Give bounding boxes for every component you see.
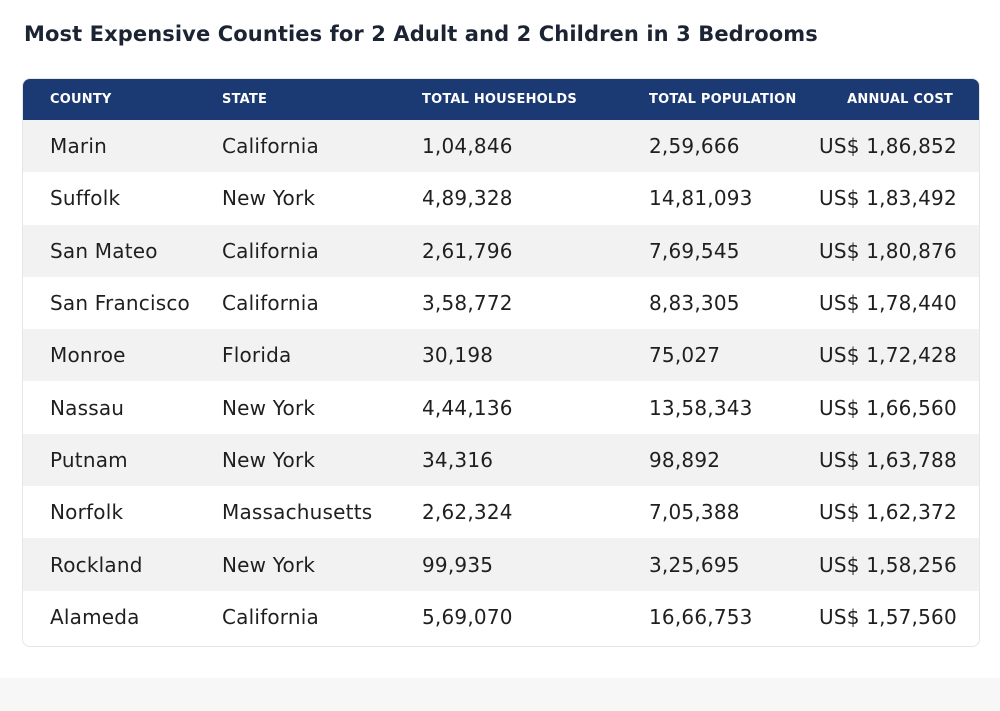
cell-state: New York xyxy=(222,447,316,472)
table-row: Suffolk New York 4,89,328 14,81,093 US$ … xyxy=(23,172,979,225)
cell-annual-cost: US$ 1,80,876 xyxy=(819,238,957,263)
cell-state: New York xyxy=(222,552,316,577)
cell-county: Putnam xyxy=(50,447,128,472)
cell-state: Massachusetts xyxy=(222,500,373,525)
table-header-row: COUNTY STATE TOTAL HOUSEHOLDS TOTAL POPU… xyxy=(23,79,979,120)
cell-total-population: 14,81,093 xyxy=(649,186,753,211)
cell-total-population: 8,83,305 xyxy=(649,291,740,316)
cell-total-households: 2,61,796 xyxy=(422,238,513,263)
cell-county: Marin xyxy=(50,134,107,159)
cell-annual-cost: US$ 1,57,560 xyxy=(819,604,957,629)
cell-total-households: 4,89,328 xyxy=(422,186,513,211)
table-row: San Francisco California 3,58,772 8,83,3… xyxy=(23,276,979,330)
table-row: Putnam New York 34,316 98,892 US$ 1,63,7… xyxy=(23,433,979,487)
cell-county: Alameda xyxy=(50,604,140,629)
cell-total-households: 99,935 xyxy=(422,552,494,577)
cell-total-households: 30,198 xyxy=(422,343,494,368)
cell-county: Nassau xyxy=(50,395,125,420)
cell-total-population: 16,66,753 xyxy=(649,604,753,629)
cell-total-population: 13,58,343 xyxy=(649,395,753,420)
cell-total-households: 5,69,070 xyxy=(422,604,513,629)
cell-annual-cost: US$ 1,66,560 xyxy=(819,395,957,420)
cell-total-population: 2,59,666 xyxy=(649,134,740,159)
cell-county: Suffolk xyxy=(50,186,121,211)
cell-total-households: 4,44,136 xyxy=(422,395,513,420)
cell-county: Norfolk xyxy=(50,500,124,525)
cell-annual-cost: US$ 1,58,256 xyxy=(819,552,957,577)
header-state[interactable]: STATE xyxy=(222,92,268,107)
header-total-households[interactable]: TOTAL HOUSEHOLDS xyxy=(422,92,577,107)
cell-state: California xyxy=(222,604,319,629)
cell-total-population: 98,892 xyxy=(649,447,721,472)
header-county[interactable]: COUNTY xyxy=(50,92,112,107)
table-row: Marin California 1,04,846 2,59,666 US$ 1… xyxy=(23,120,979,173)
cell-county: Rockland xyxy=(50,552,143,577)
cell-county: San Mateo xyxy=(50,238,158,263)
table-row: Alameda California 5,69,070 16,66,753 US… xyxy=(23,590,979,643)
page-title: Most Expensive Counties for 2 Adult and … xyxy=(24,22,818,46)
cell-state: Florida xyxy=(222,343,292,368)
cell-annual-cost: US$ 1,63,788 xyxy=(819,447,957,472)
cost-table: COUNTY STATE TOTAL HOUSEHOLDS TOTAL POPU… xyxy=(22,78,980,647)
cell-annual-cost: US$ 1,62,372 xyxy=(819,500,957,525)
cell-state: California xyxy=(222,291,319,316)
footer-band xyxy=(0,678,1000,711)
cell-total-households: 34,316 xyxy=(422,447,494,472)
cell-county: San Francisco xyxy=(50,291,190,316)
table-row: Norfolk Massachusetts 2,62,324 7,05,388 … xyxy=(23,486,979,539)
cell-state: New York xyxy=(222,395,316,420)
header-total-population[interactable]: TOTAL POPULATION xyxy=(649,92,797,107)
cell-total-households: 3,58,772 xyxy=(422,291,513,316)
cell-annual-cost: US$ 1,83,492 xyxy=(819,186,957,211)
cell-total-population: 7,05,388 xyxy=(649,500,740,525)
cell-annual-cost: US$ 1,86,852 xyxy=(819,134,957,159)
cell-annual-cost: US$ 1,72,428 xyxy=(819,343,957,368)
data-table: COUNTY STATE TOTAL HOUSEHOLDS TOTAL POPU… xyxy=(23,79,979,643)
cell-total-population: 7,69,545 xyxy=(649,238,740,263)
cell-state: California xyxy=(222,238,319,263)
cell-total-households: 1,04,846 xyxy=(422,134,513,159)
cell-total-population: 3,25,695 xyxy=(649,552,740,577)
cell-state: California xyxy=(222,134,319,159)
header-annual-cost[interactable]: ANNUAL COST xyxy=(847,92,953,107)
table-row: Monroe Florida 30,198 75,027 US$ 1,72,42… xyxy=(23,329,979,382)
table-row: Rockland New York 99,935 3,25,695 US$ 1,… xyxy=(23,538,979,591)
table-row: San Mateo California 2,61,796 7,69,545 U… xyxy=(23,224,979,277)
cell-total-population: 75,027 xyxy=(649,343,721,368)
cell-state: New York xyxy=(222,186,316,211)
cell-county: Monroe xyxy=(50,343,126,368)
cell-annual-cost: US$ 1,78,440 xyxy=(819,291,957,316)
cell-total-households: 2,62,324 xyxy=(422,500,513,525)
table-row: Nassau New York 4,44,136 13,58,343 US$ 1… xyxy=(23,381,979,434)
